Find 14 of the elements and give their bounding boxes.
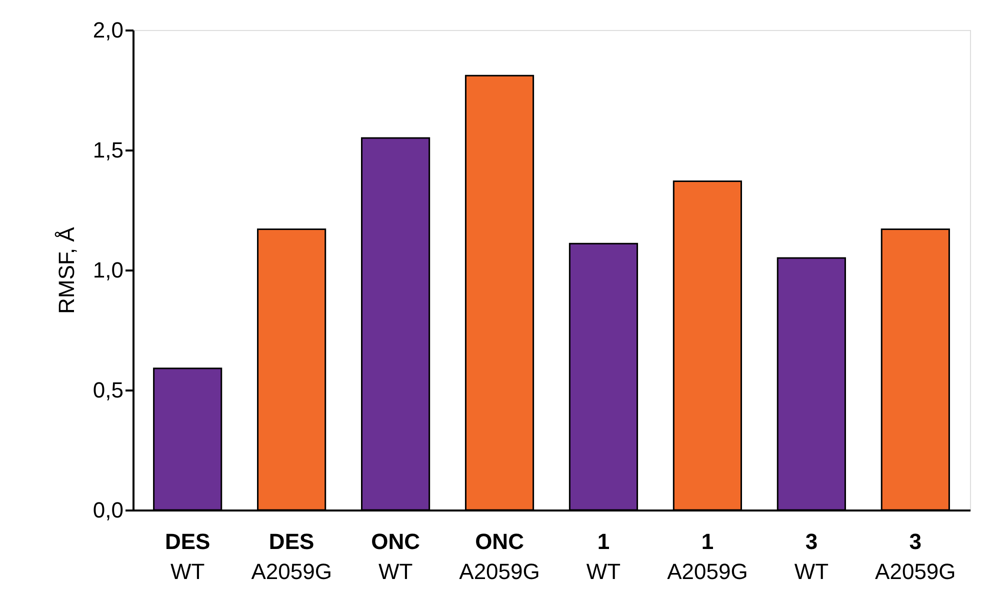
y-tick-label: 0,0	[92, 498, 124, 522]
category-label: DES A2059G	[251, 529, 332, 584]
y-tick-label: 0,5	[92, 378, 124, 402]
category-label: 3 WT	[794, 529, 829, 584]
y-axis-title: RMSF, Å	[54, 226, 79, 314]
category-label: DES WT	[164, 529, 210, 584]
y-tick-label: 1,5	[92, 138, 124, 162]
category-label: ONC A2059G	[459, 529, 540, 584]
category-label: ONC WT	[371, 529, 420, 584]
category-label: 3 A2059G	[875, 529, 956, 584]
category-label: 1 A2059G	[667, 529, 748, 584]
y-tick-label: 1,0	[92, 258, 124, 282]
y-tick-label: 2,0	[92, 18, 124, 42]
category-label: 1 WT	[586, 529, 621, 584]
